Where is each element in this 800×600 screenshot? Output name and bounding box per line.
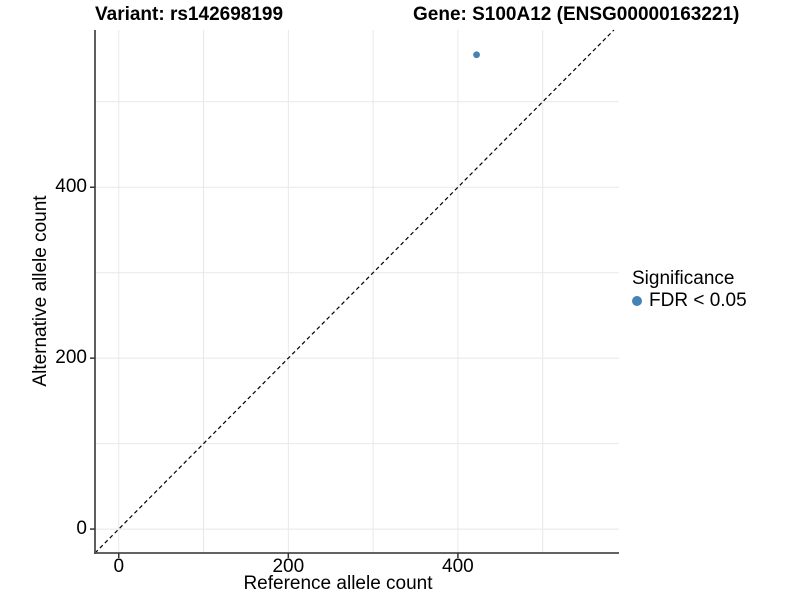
x-tick-label: 0 xyxy=(113,556,125,577)
legend-label: FDR < 0.05 xyxy=(649,290,747,311)
y-tick-label: 400 xyxy=(55,176,87,198)
legend-marker-dot xyxy=(632,296,642,306)
data-point xyxy=(473,51,480,59)
x-axis-label: Reference allele count xyxy=(243,573,433,594)
x-tick-label: 400 xyxy=(442,556,474,577)
legend: Significance FDR < 0.05 xyxy=(632,268,747,312)
variant-title: Variant: rs142698199 xyxy=(95,4,284,25)
legend-title: Significance xyxy=(632,268,735,289)
x-tick-label: 200 xyxy=(272,556,305,577)
legend-item: FDR < 0.05 xyxy=(632,290,747,312)
y-tick-label: 0 xyxy=(76,518,87,540)
y-tick-label: 200 xyxy=(55,347,87,369)
gene-title: Gene: S100A12 (ENSG00000163221) xyxy=(413,4,740,25)
identity-line xyxy=(94,29,615,554)
